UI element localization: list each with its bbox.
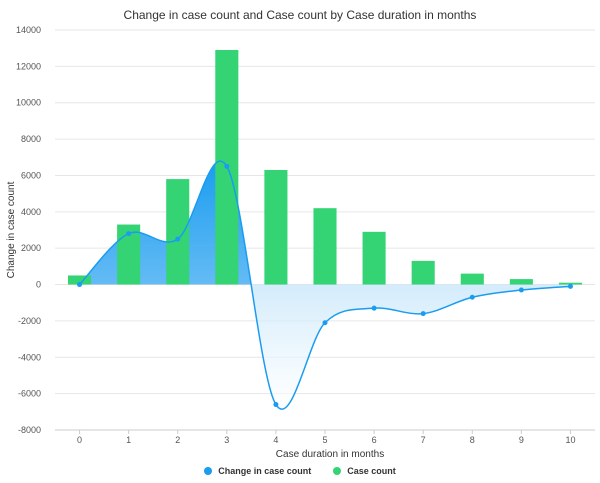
y-tick-label: -8000: [18, 425, 41, 435]
bar[interactable]: [264, 170, 288, 285]
bar[interactable]: [411, 260, 435, 285]
bar[interactable]: [460, 273, 484, 285]
data-point[interactable]: [518, 287, 524, 293]
data-point[interactable]: [469, 294, 475, 300]
y-tick-label: -2000: [18, 316, 41, 326]
x-tick-label: 10: [565, 435, 575, 445]
x-axis-label: Case duration in months: [276, 449, 384, 460]
area-fill-positive: [79, 161, 571, 285]
y-tick-label: 4000: [21, 207, 41, 217]
bar[interactable]: [117, 224, 141, 285]
area-series: [79, 161, 571, 409]
x-tick-label: 8: [470, 435, 475, 445]
axes: 14000 12000 10000 8000 6000 4000 2000 0 -2000 -40…: [16, 25, 595, 445]
area-fill-negative: [251, 284, 571, 409]
data-point[interactable]: [420, 311, 426, 317]
y-tick-label: 12000: [16, 61, 41, 71]
y-tick-label: -6000: [18, 389, 41, 399]
data-point[interactable]: [126, 231, 132, 237]
data-point[interactable]: [175, 236, 181, 242]
x-tick-label: 6: [372, 435, 377, 445]
y-axis-label: Change in case count: [6, 181, 17, 278]
x-tick-label: 9: [519, 435, 524, 445]
data-point[interactable]: [273, 402, 279, 408]
legend-item-case-count[interactable]: Case count: [333, 466, 396, 476]
bar[interactable]: [166, 179, 190, 285]
x-tick-label: 2: [175, 435, 180, 445]
data-point[interactable]: [567, 283, 573, 289]
x-tick-label: 5: [322, 435, 327, 445]
y-tick-label: 0: [36, 280, 41, 290]
data-point[interactable]: [371, 305, 377, 311]
bar[interactable]: [313, 208, 337, 285]
y-tick-label: 10000: [16, 98, 41, 108]
y-tick-label: 8000: [21, 134, 41, 144]
chart-title: Change in case count and Case count by C…: [123, 8, 477, 22]
legend-label-case-count: Case count: [347, 466, 396, 476]
data-point[interactable]: [224, 163, 230, 169]
bar[interactable]: [362, 231, 386, 285]
x-tick-label: 3: [224, 435, 229, 445]
x-tick-label: 7: [421, 435, 426, 445]
legend-marker-case-count: [333, 467, 342, 475]
bar[interactable]: [509, 279, 533, 285]
legend-item-change[interactable]: Change in case count: [204, 466, 311, 476]
x-tick-label: 0: [77, 435, 82, 445]
y-tick-label: 6000: [21, 170, 41, 180]
y-tick-label: -4000: [18, 352, 41, 362]
line-series: [77, 160, 573, 410]
legend: Change in case count Case count: [0, 466, 600, 476]
y-tick-label: 14000: [16, 25, 41, 35]
data-point[interactable]: [322, 320, 328, 326]
bar[interactable]: [558, 282, 582, 285]
bar[interactable]: [68, 275, 92, 285]
data-point[interactable]: [77, 282, 83, 288]
x-tick-label: 4: [273, 435, 278, 445]
legend-label-change: Change in case count: [218, 466, 312, 476]
y-tick-label: 2000: [21, 243, 41, 253]
x-tick-label: 1: [126, 435, 131, 445]
legend-marker-change: [204, 467, 213, 475]
